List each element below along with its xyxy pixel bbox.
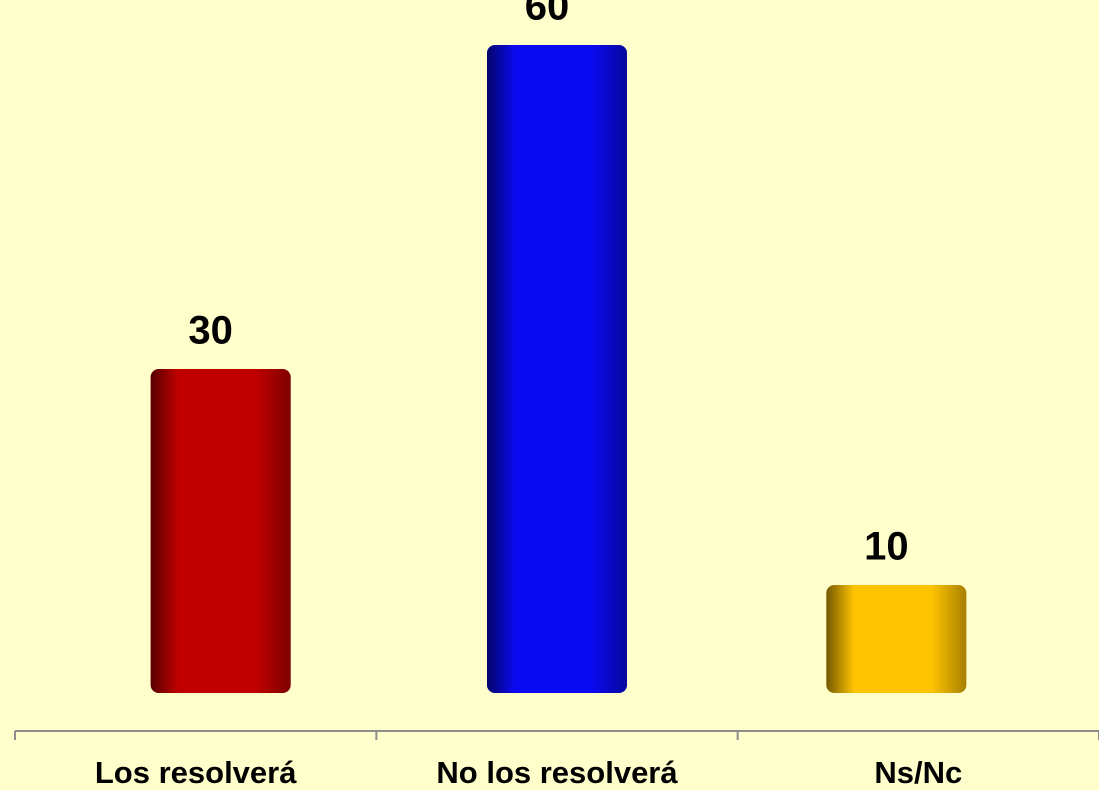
value-label: 60 [525,0,570,29]
x-tick-label: Los resolverá [95,755,297,790]
bar-shade [826,585,967,693]
x-tick-label: Ns/Nc [874,755,962,790]
x-tick-label: No los resolverá [436,755,678,790]
value-label: 10 [864,525,909,569]
bar-shade [487,45,627,693]
value-label: 30 [188,309,233,353]
bar-shade [150,369,291,693]
